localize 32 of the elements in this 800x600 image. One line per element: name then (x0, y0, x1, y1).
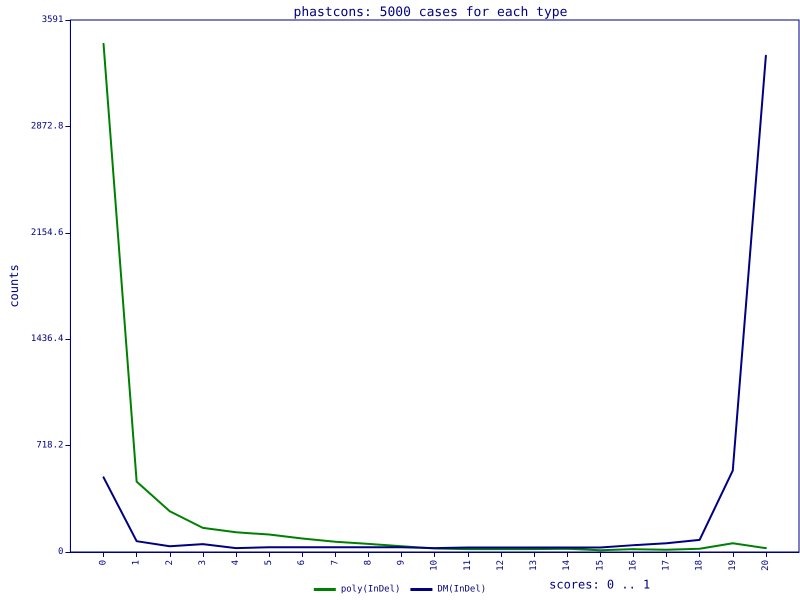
x-tick-label: 11 (462, 560, 473, 571)
x-tick-label: 2 (164, 560, 175, 566)
chart-title: phastcons: 5000 cases for each type (294, 5, 568, 20)
x-tick-label: 8 (363, 560, 374, 566)
x-tick-label: 4 (231, 560, 241, 566)
x-tick-label: 12 (496, 560, 506, 571)
x-tick-label: 1 (132, 560, 142, 566)
x-tick-label: 6 (297, 560, 308, 566)
y-tick-label: 0 (58, 547, 64, 557)
y-tick-label: 718.2 (36, 440, 64, 451)
y-tick-label: 1436.4 (30, 334, 64, 344)
y-tick-label: 3591 (42, 15, 64, 25)
x-tick-label: 13 (529, 560, 540, 571)
y-axis-title: counts (7, 264, 21, 308)
x-tick-label: 17 (662, 560, 672, 571)
x-tick-label: 10 (430, 560, 440, 571)
x-tick-label: 3 (198, 560, 208, 566)
x-tick-label: 20 (760, 560, 771, 571)
x-tick-label: 14 (562, 560, 572, 571)
x-tick-label: 15 (595, 560, 606, 571)
x-tick-label: 9 (396, 560, 407, 566)
x-axis-title: scores: 0 .. 1 (549, 578, 650, 592)
y-tick-label: 2154.6 (30, 228, 64, 238)
x-tick-label: 19 (728, 560, 738, 571)
legend-label: DM(InDel) (437, 584, 486, 594)
x-tick-label: 16 (628, 560, 638, 571)
x-tick-label: 18 (694, 560, 705, 571)
x-tick-label: 5 (264, 560, 274, 566)
legend-label: poly(InDel) (340, 584, 400, 594)
y-tick-label: 2872.8 (30, 121, 64, 132)
x-tick-label: 0 (98, 560, 109, 566)
x-tick-label: 7 (330, 560, 340, 566)
